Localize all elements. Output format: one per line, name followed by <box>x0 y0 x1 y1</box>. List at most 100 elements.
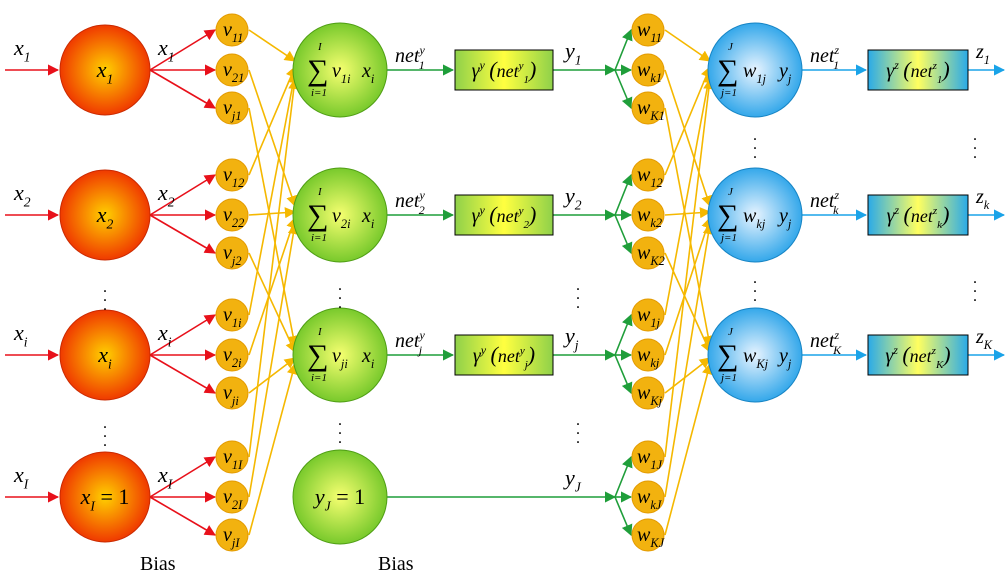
hidden-node <box>292 22 388 118</box>
hidden-node <box>292 307 388 403</box>
input-node-label: xI = 1 <box>80 484 130 514</box>
sum-symbol: ∑ <box>717 339 738 372</box>
output-node <box>707 167 803 263</box>
output-net-label: netz K <box>810 328 842 357</box>
svg-text:.: . <box>973 288 977 305</box>
ellipsis-hidden-outputs: ... <box>576 277 580 312</box>
w-weight-node <box>631 376 665 410</box>
w-weight-label: wKJ <box>637 524 665 550</box>
svg-text:.: . <box>338 421 342 438</box>
w-weight-node <box>631 440 665 474</box>
hidden-activation-label: γy (nety2) <box>472 202 537 231</box>
w-weight-arrow <box>664 252 711 354</box>
v-weight-label: v2I <box>223 486 243 512</box>
input-node-label: xi <box>97 342 112 372</box>
sum-upper: I <box>317 186 323 198</box>
hidden-node-var: xi <box>361 205 375 231</box>
output-activation-label: γz (netz1) <box>886 57 949 86</box>
sum-lower: j=1 <box>719 87 737 99</box>
w-weight-label: w12 <box>637 164 663 190</box>
v-weight-arrow <box>248 71 299 316</box>
fanout-arrow-w <box>614 455 633 498</box>
svg-text:.: . <box>338 295 342 312</box>
ellipsis-output: ... <box>753 127 757 162</box>
ellipsis-input: ... <box>103 279 107 314</box>
svg-text:.: . <box>103 415 107 432</box>
v-weight-label: v1I <box>223 446 243 472</box>
fanout-arrow <box>149 314 216 356</box>
ellipsis-output: ... <box>753 270 757 305</box>
network-labels: x1 x1 x1 x2 x2 x2 xi xi xi xI xI = 1 xI...... v11 v21… <box>13 19 993 574</box>
fanout-arrow <box>149 456 216 498</box>
input-bias-label: Bias <box>140 553 176 574</box>
fanout-arrow-w <box>614 214 633 255</box>
v-weight-node <box>215 13 249 47</box>
v-weight-node <box>215 158 249 192</box>
hidden-bias-label: yJ = 1 <box>313 484 365 514</box>
v-weight-arrow <box>248 207 297 219</box>
w-weight-arrow <box>664 362 713 536</box>
sum-symbol: ∑ <box>307 339 328 372</box>
w-weight-label: wK1 <box>637 97 665 123</box>
hidden-activation-box <box>454 194 554 236</box>
v-weight-label: vj1 <box>223 97 242 123</box>
v-weight-node <box>215 198 249 232</box>
v-weight-label: vjI <box>223 524 240 550</box>
svg-text:.: . <box>973 270 977 287</box>
svg-text:.: . <box>576 277 580 294</box>
svg-text:.: . <box>753 279 757 296</box>
input-label: x1 <box>13 35 31 65</box>
sum-symbol: ∑ <box>717 199 738 232</box>
svg-text:.: . <box>576 286 580 303</box>
ellipsis-input: ... <box>103 415 107 450</box>
output-label: zk <box>975 186 990 212</box>
svg-text:.: . <box>753 127 757 144</box>
input-node <box>59 451 151 543</box>
sum-symbol: ∑ <box>307 199 328 232</box>
v-weight-node <box>215 53 249 87</box>
ellipsis-hidden: ... <box>338 412 342 447</box>
w-weight-label: wk1 <box>637 59 662 85</box>
v-weight-node <box>215 236 249 270</box>
fanout-arrow <box>149 174 216 216</box>
svg-text:.: . <box>338 277 342 294</box>
v-weight-arrow <box>248 252 296 354</box>
v-weight-node <box>215 376 249 410</box>
output-node <box>707 22 803 118</box>
output-node-term: wKj <box>743 345 769 371</box>
v-weight-arrow <box>248 216 298 356</box>
v-weight-node <box>215 298 249 332</box>
fanout-arrow-w <box>614 313 633 356</box>
v-weight-arrow <box>248 362 298 536</box>
v-weight-label: vj2 <box>223 242 242 268</box>
svg-text:.: . <box>753 136 757 153</box>
fanout-arrow <box>149 69 216 109</box>
svg-text:.: . <box>973 136 977 153</box>
input-node <box>59 24 151 116</box>
hidden-output-label: y1 <box>563 38 582 68</box>
w-weight-label: w1J <box>637 446 663 472</box>
hidden-output-label: yj <box>563 323 579 353</box>
ellipsis-output-z: ... <box>973 270 977 305</box>
fanout-arrow-w <box>614 496 633 537</box>
w-weight-node <box>631 198 665 232</box>
svg-text:.: . <box>103 424 107 441</box>
w-weight-label: w11 <box>637 19 662 45</box>
svg-text:.: . <box>103 433 107 450</box>
w-weight-label: wkJ <box>637 486 662 512</box>
input-output-label: x1 <box>157 35 175 65</box>
output-activation-box <box>867 334 969 376</box>
ellipsis-hidden: ... <box>338 277 342 312</box>
hidden-node <box>292 167 388 263</box>
w-weight-node <box>631 480 665 514</box>
v-weight-arrow <box>248 29 296 62</box>
output-activation-label: γz (netzK) <box>885 342 950 371</box>
hidden-node-term: v1i <box>332 60 351 86</box>
svg-text:.: . <box>753 270 757 287</box>
svg-text:.: . <box>753 288 757 305</box>
svg-text:.: . <box>103 279 107 296</box>
output-activation-label: γz (netzk) <box>887 202 950 231</box>
input-label: x2 <box>13 180 31 210</box>
w-weight-node <box>631 13 665 47</box>
